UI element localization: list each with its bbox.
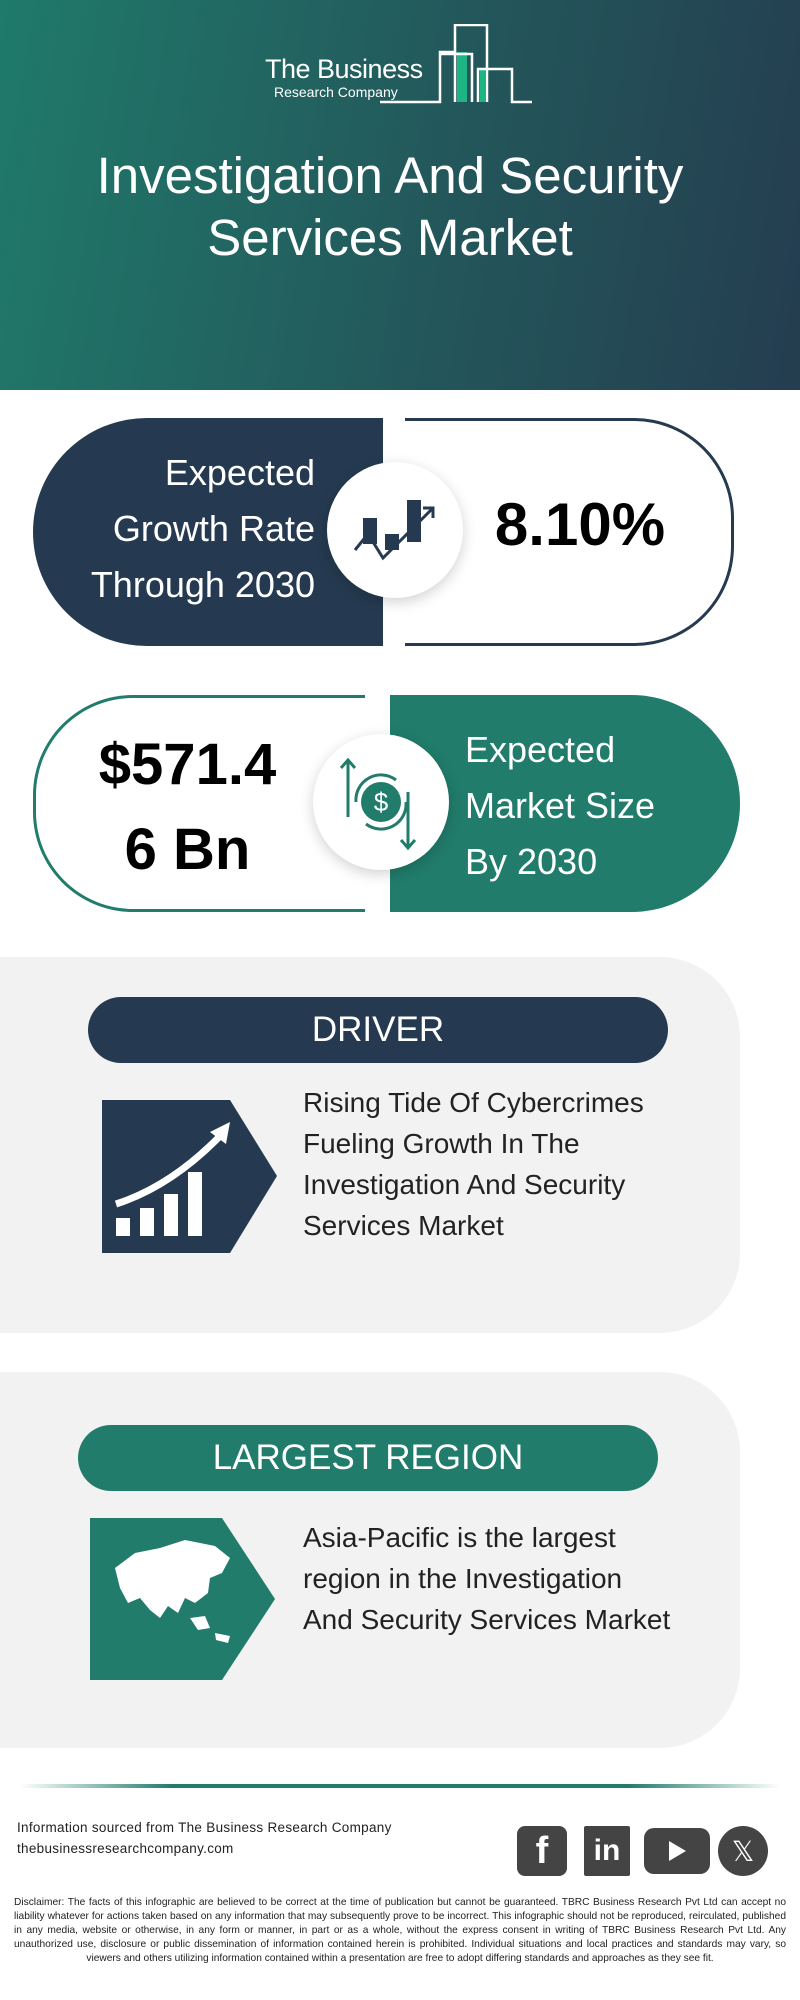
growth-rate-value: 8.10% (494, 491, 666, 558)
market-size-value: $571.4 6 Bn (60, 722, 315, 892)
dollar-cycle-icon: $ (339, 757, 417, 851)
source-text: Information sourced from The Business Re… (17, 1820, 392, 1835)
label-line: Through 2030 (90, 564, 315, 605)
text-line: Rising Tide Of Cybercrimes (303, 1087, 644, 1118)
driver-heading: DRIVER (88, 997, 668, 1063)
growth-icon-circle (327, 462, 463, 598)
text-line: Asia-Pacific is the largest (303, 1522, 616, 1553)
page-title: Investigation And Security Services Mark… (0, 145, 780, 269)
disclaimer-text: Disclaimer: The facts of this infographi… (14, 1897, 786, 1964)
market-size-label: Expected Market Size By 2030 (465, 722, 655, 890)
label-line: Market Size (465, 785, 656, 826)
title-line: Services Market (207, 209, 573, 266)
label-line: Expected (164, 452, 315, 493)
driver-text: Rising Tide Of Cybercrimes Fueling Growt… (303, 1082, 743, 1246)
header-banner: The Business Research Company Investigat… (0, 0, 800, 390)
linkedin-icon[interactable]: in (584, 1826, 630, 1876)
title-line: Investigation And Security (96, 147, 684, 204)
text-line: Services Market (303, 1210, 504, 1241)
text-line: Investigation And Security (303, 1169, 626, 1200)
market-icon-circle: $ (313, 734, 449, 870)
label-line: By 2030 (465, 841, 598, 882)
footer-divider (20, 1784, 780, 1788)
buildings-logo-icon (380, 24, 532, 104)
growth-label-panel (33, 418, 383, 646)
label-line: Growth Rate (112, 508, 315, 549)
region-heading: LARGEST REGION (78, 1425, 658, 1491)
youtube-icon[interactable] (644, 1828, 710, 1874)
asia-map-icon (90, 1518, 275, 1680)
rising-bars-icon (102, 1100, 277, 1253)
growth-label: Expected Growth Rate Through 2030 (40, 445, 315, 613)
text-line: Fueling Growth In The (303, 1128, 580, 1159)
growth-value-panel (405, 418, 734, 646)
facebook-icon[interactable]: f (517, 1826, 567, 1876)
logo-text-line2: Research Company (274, 84, 398, 100)
value-line: $571.4 (98, 732, 277, 797)
svg-text:$: $ (374, 787, 389, 817)
region-text: Asia-Pacific is the largest region in th… (303, 1517, 743, 1640)
market-value-panel (33, 695, 365, 912)
growth-chart-icon (353, 500, 435, 561)
value-line: 6 Bn (124, 817, 251, 882)
website-link[interactable]: thebusinessresearchcompany.com (17, 1841, 234, 1856)
company-logo: The Business Research Company (265, 24, 535, 106)
x-icon[interactable]: 𝕏 (718, 1826, 768, 1876)
label-line: Expected (465, 729, 616, 770)
text-line: And Security Services Market (303, 1604, 671, 1635)
logo-text-line1: The Business (265, 54, 423, 84)
text-line: region in the Investigation (303, 1563, 623, 1594)
